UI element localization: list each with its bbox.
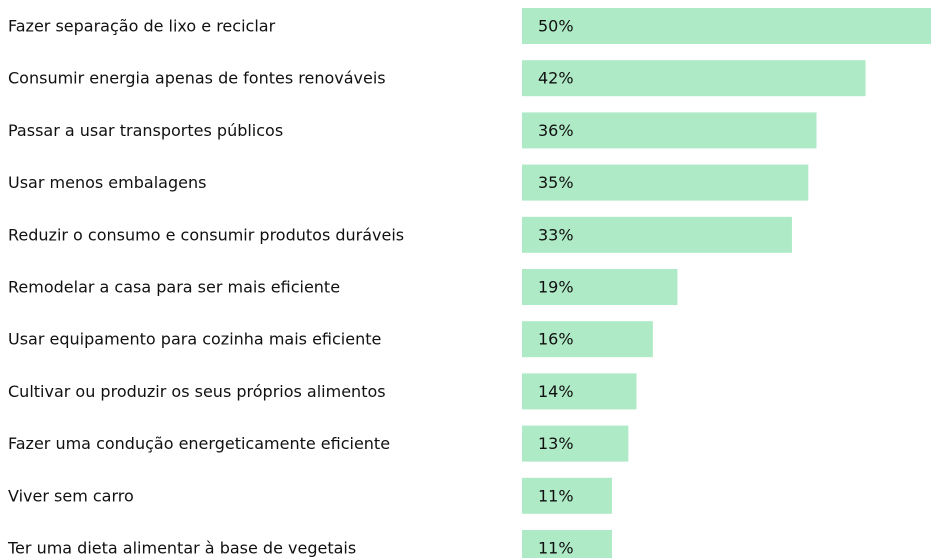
value-label: 42% <box>538 69 574 88</box>
category-label: Reduzir o consumo e consumir produtos du… <box>8 225 404 244</box>
value-label: 19% <box>538 278 574 297</box>
bar <box>522 530 612 558</box>
value-label: 11% <box>538 539 574 558</box>
category-label: Usar equipamento para cozinha mais efici… <box>8 330 381 349</box>
category-label: Ter uma dieta alimentar à base de vegeta… <box>7 539 356 558</box>
category-label: Fazer uma condução energeticamente efici… <box>8 434 390 453</box>
bar <box>522 269 678 305</box>
bar <box>522 60 866 97</box>
bar <box>522 321 653 358</box>
bar <box>522 425 629 462</box>
bar <box>522 477 612 514</box>
value-label: 14% <box>538 382 574 401</box>
category-label: Cultivar ou produzir os seus próprios al… <box>8 382 386 401</box>
value-label: 36% <box>538 121 574 140</box>
value-label: 33% <box>538 225 574 244</box>
category-label: Viver sem carro <box>8 486 134 505</box>
bar <box>522 112 817 149</box>
category-label: Consumir energia apenas de fontes renová… <box>8 69 386 88</box>
value-label: 50% <box>538 17 574 36</box>
category-label: Usar menos embalagens <box>8 173 206 192</box>
value-label: 16% <box>538 330 574 349</box>
bar <box>522 8 931 44</box>
value-label: 11% <box>538 486 574 505</box>
bar <box>522 164 809 201</box>
bar <box>522 216 792 253</box>
value-label: 35% <box>538 173 574 192</box>
bar <box>522 373 637 410</box>
category-label: Fazer separação de lixo e reciclar <box>8 17 276 36</box>
value-label: 13% <box>538 434 574 453</box>
category-label: Passar a usar transportes públicos <box>8 121 283 140</box>
category-label: Remodelar a casa para ser mais eficiente <box>8 278 340 297</box>
